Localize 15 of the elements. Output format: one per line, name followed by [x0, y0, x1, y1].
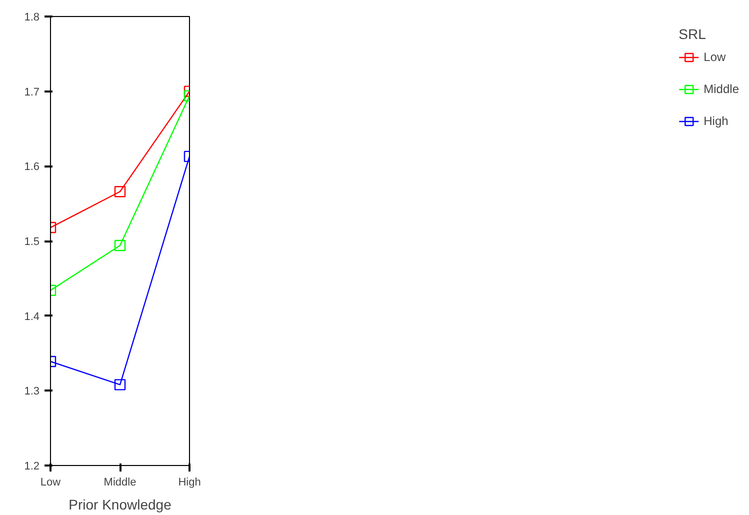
legend-title: SRL — [678, 26, 707, 42]
x-tick-label: Middle — [104, 476, 136, 488]
x-tick-label: Low — [40, 476, 61, 488]
x-axis-title: Prior Knowledge — [68, 496, 172, 512]
y-tick-label: 1.7 — [24, 86, 40, 98]
legend-label: Middle — [704, 82, 739, 96]
legend-label: Low — [704, 50, 726, 64]
y-tick-label: 1.8 — [24, 12, 40, 24]
y-tick-label: 1.6 — [24, 161, 40, 174]
y-tick-label: 1.4 — [24, 310, 40, 323]
y-tick-label: 1.3 — [24, 386, 40, 398]
y-tick-label: 1.5 — [24, 236, 40, 248]
y-tick-label: 1.2 — [24, 460, 40, 472]
x-tick-label: High — [178, 476, 201, 488]
legend-label: High — [704, 114, 728, 128]
